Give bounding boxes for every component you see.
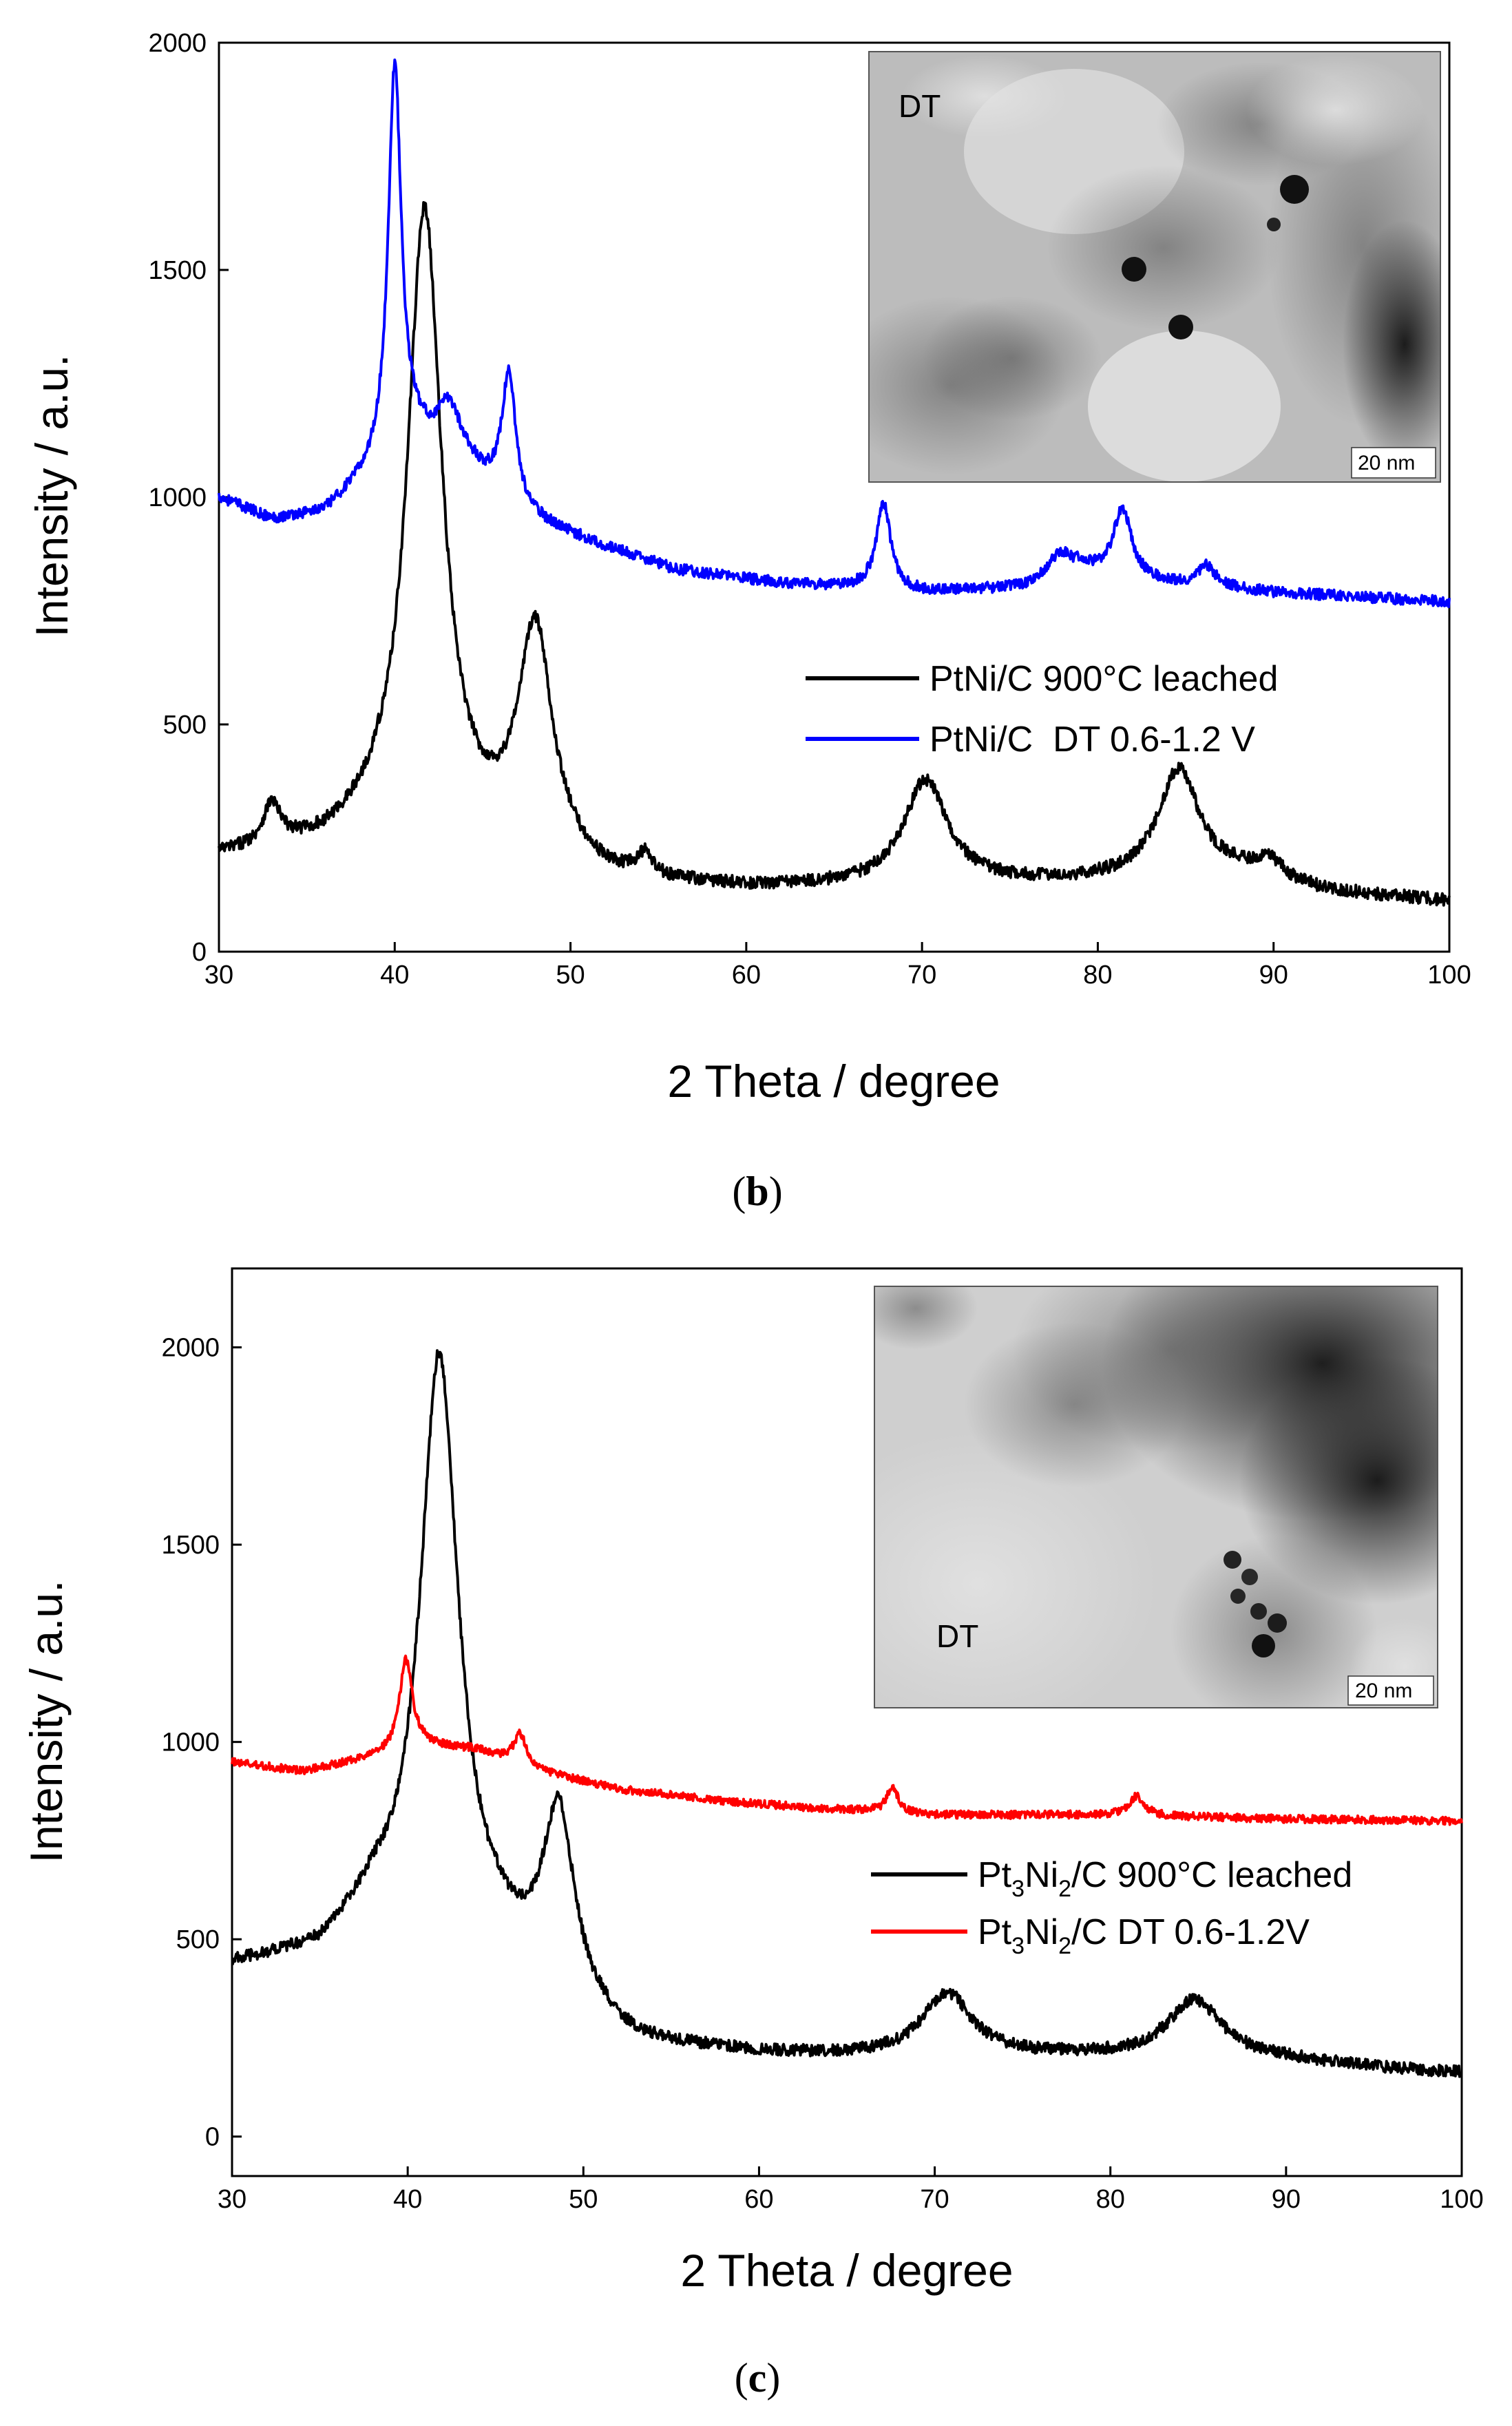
legend: Pt3Ni2/C 900°C leached Pt3Ni2/C DT 0.6-1…: [871, 1855, 1352, 1959]
x-tick-label: 30: [218, 2185, 246, 2214]
x-tick-label: 80: [1083, 961, 1112, 990]
y-tick-label: 500: [163, 711, 207, 740]
x-tick-label: 100: [1427, 961, 1471, 990]
y-tick-label: 1000: [161, 1728, 220, 1757]
tem-inset-image: [874, 1286, 1438, 1708]
legend-label-leached: PtNi/C 900°C leached: [930, 659, 1278, 699]
x-tick-label: 60: [732, 961, 761, 990]
series-ptni-dt: [218, 59, 1451, 609]
inset-label-dt: DT: [936, 1618, 978, 1654]
tem-inset-image: [869, 52, 1440, 482]
x-tick-label: 50: [569, 2185, 598, 2214]
series-line: [218, 201, 1451, 907]
series-line: [231, 1349, 1463, 2078]
panel-label-b: (b): [732, 1169, 782, 1214]
legend: PtNi/C 900°C leached PtNi/C DT 0.6-1.2 V: [806, 659, 1278, 760]
series-ptni-leached: [218, 201, 1451, 907]
x-tick-label: 100: [1440, 2185, 1483, 2214]
legend-label-dt: PtNi/C DT 0.6-1.2 V: [930, 720, 1255, 760]
x-axis-title: 2 Theta / degree: [667, 1056, 1000, 1107]
series-line: [231, 1654, 1463, 1826]
scale-bar-label: 20 nm: [1355, 1680, 1412, 1702]
legend-label-leached: Pt3Ni2/C 900°C leached: [978, 1855, 1352, 1902]
x-tick-label: 80: [1096, 2185, 1125, 2214]
y-tick-label: 2000: [148, 29, 207, 58]
panel-b-chart: DT 20 nm 30 40 50 60 70 80 90 10005001000150020…: [26, 29, 1471, 1214]
x-tick-label: 90: [1259, 961, 1288, 990]
tem-inset-border: [874, 1286, 1438, 1708]
inset-label-dt: DT: [899, 88, 941, 124]
y-tick-label: 500: [176, 1925, 220, 1954]
y-tick-label: 1000: [148, 483, 207, 512]
x-tick-label: 60: [744, 2185, 773, 2214]
tem-inset-border: [868, 51, 1441, 483]
x-tick-label: 40: [380, 961, 409, 990]
scale-bar-box: [1351, 447, 1436, 479]
y-tick-label: 2000: [161, 1334, 220, 1363]
panel-label-c: (c): [735, 2355, 781, 2401]
x-tick-label: 90: [1272, 2185, 1301, 2214]
scale-bar-label: 20 nm: [1358, 452, 1415, 474]
x-tick-label: 70: [907, 961, 936, 990]
x-tick-label: 40: [393, 2185, 422, 2214]
y-axis-title: Intensity / a.u.: [21, 1580, 72, 1863]
y-axis-title: Intensity / a.u.: [26, 355, 77, 638]
y-tick-label: 0: [205, 2123, 220, 2152]
x-tick-label: 30: [204, 961, 233, 990]
x-tick-label: 50: [556, 961, 585, 990]
legend-label-dt: Pt3Ni2/C DT 0.6-1.2V: [978, 1912, 1310, 1959]
y-tick-label: 1500: [148, 256, 207, 285]
y-tick-label: 1500: [161, 1531, 220, 1560]
x-tick-label: 70: [920, 2185, 949, 2214]
series-line: [218, 59, 1451, 609]
x-axis-title: 2 Theta / degree: [680, 2245, 1013, 2296]
y-tick-label: 0: [192, 938, 207, 967]
scale-bar-box: [1347, 1675, 1434, 1706]
series-pt3ni2-dt: [231, 1654, 1463, 1826]
series-pt3ni2-leached: [231, 1349, 1463, 2078]
panel-c-chart: DT 20 nm 30 40 50 60 70 80 90 10005001000150020…: [21, 1267, 1484, 2401]
